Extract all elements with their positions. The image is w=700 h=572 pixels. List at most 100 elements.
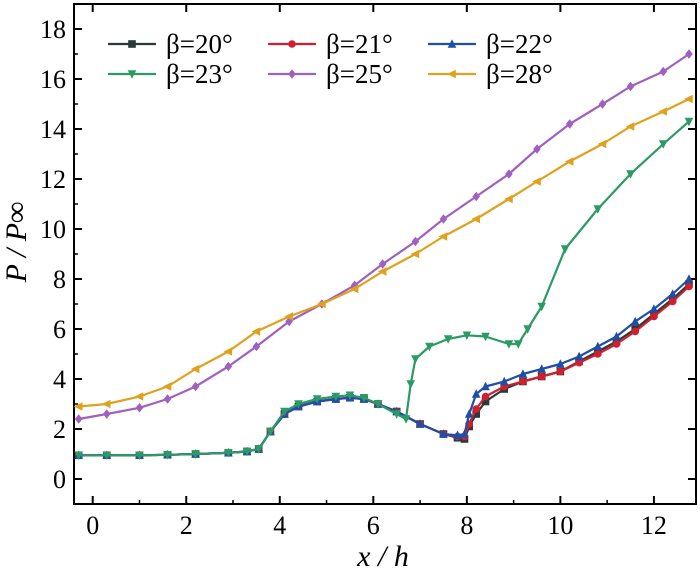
series-6-point: [658, 107, 668, 116]
series-4: [74, 117, 694, 461]
series-1-line: [78, 283, 690, 457]
series-6-point: [625, 122, 635, 131]
y-tick-label: 14: [40, 115, 66, 144]
series-4-point: [242, 447, 252, 457]
axis-titles: x / h P / P∞: [0, 202, 409, 572]
series-5-point: [472, 191, 480, 202]
series-6-point: [190, 364, 200, 374]
series-5-point: [135, 402, 144, 413]
series-4-point: [593, 205, 603, 214]
legend-label: β=23°: [166, 59, 233, 89]
series-6-point: [162, 382, 172, 391]
series-6-point: [317, 299, 326, 309]
series-3-point: [471, 389, 481, 398]
series-3: [74, 274, 694, 460]
series-4-point: [359, 393, 369, 403]
series-6-point: [101, 399, 111, 409]
series-4-point: [411, 355, 420, 364]
series-3-point: [649, 304, 659, 313]
series-5-point: [626, 81, 635, 92]
series-4-point: [331, 392, 341, 402]
x-axis-title: x / h: [356, 540, 409, 572]
series-5-line: [78, 53, 690, 421]
series-2-point: [472, 405, 480, 413]
series-4-point: [191, 450, 200, 459]
legend-item: β=21°: [268, 29, 393, 59]
legend-swatch-marker: [128, 40, 136, 48]
series-4-point: [513, 340, 523, 349]
series-3-point: [453, 430, 462, 440]
series-6-point: [284, 312, 293, 321]
series-3-line: [78, 278, 690, 457]
x-tick-label: 2: [180, 511, 193, 540]
series-layer: [73, 49, 694, 461]
series-6-point: [532, 177, 541, 186]
series-5-point: [411, 236, 420, 247]
legend-label: β=21°: [326, 29, 393, 59]
series-5-point: [533, 144, 541, 154]
series-3-point: [460, 429, 469, 438]
series-3-point: [518, 369, 528, 378]
series-2-point: [612, 340, 621, 348]
series-4-point: [462, 331, 472, 341]
series-6-point: [349, 284, 359, 294]
series-3-point: [481, 381, 490, 391]
series-6-point: [504, 194, 513, 204]
series-2-line: [78, 285, 690, 457]
legend-item: β=20°: [108, 29, 233, 59]
y-tick-label: 8: [53, 265, 66, 294]
series-5-point: [659, 66, 668, 77]
series-3-point: [612, 331, 621, 341]
series-4-point: [294, 400, 303, 409]
series-3-point: [684, 274, 694, 283]
series-1-point: [481, 397, 490, 406]
series-5-point: [685, 49, 693, 59]
series-2-point: [650, 312, 658, 321]
series-6-point: [251, 327, 261, 336]
series-2-point: [631, 327, 640, 336]
series-3-point: [499, 376, 509, 386]
series-4-point: [401, 415, 411, 424]
series-6-point: [471, 214, 480, 224]
series-4-point: [425, 342, 434, 352]
series-6-point: [410, 249, 420, 259]
series-6-point: [223, 347, 233, 356]
series-6-line: [78, 98, 690, 408]
series-2-point: [575, 358, 583, 367]
series-2-point: [668, 297, 677, 306]
series-6-point: [73, 402, 83, 411]
series-6-point: [564, 157, 574, 166]
x-tick-label: 4: [273, 511, 286, 540]
series-2-point: [537, 372, 546, 381]
series-4-point: [392, 410, 401, 419]
series-5-point: [191, 381, 200, 392]
series-2-point: [685, 282, 693, 291]
series-4-point: [254, 445, 264, 454]
legend-swatch-marker: [447, 39, 457, 48]
series-5-point: [224, 361, 233, 372]
series-3-point: [439, 429, 448, 438]
series-4-point: [224, 448, 233, 458]
legend-item: β=28°: [428, 59, 553, 89]
series-5-point: [598, 99, 607, 109]
series-5-point: [439, 214, 448, 224]
legend-swatch-marker: [127, 70, 137, 79]
x-tick-label: 6: [367, 511, 380, 540]
series-4-point: [74, 451, 83, 461]
series-6-point: [597, 139, 607, 149]
series-3-point: [668, 289, 677, 298]
series-3-point: [556, 359, 565, 368]
series-6-point: [134, 392, 144, 401]
legend-label: β=28°: [486, 59, 553, 89]
series-4-point: [135, 451, 144, 461]
legend-swatch-marker: [447, 69, 456, 79]
series-4-point: [658, 140, 668, 149]
series-5-point: [252, 341, 261, 352]
series-4-point: [504, 340, 514, 349]
series-4-point: [560, 245, 570, 254]
y-tick-label: 12: [40, 165, 66, 194]
series-5-point: [285, 316, 293, 327]
y-tick-label: 18: [40, 15, 66, 44]
y-tick-label: 4: [53, 365, 66, 394]
series-1-point: [472, 410, 480, 418]
